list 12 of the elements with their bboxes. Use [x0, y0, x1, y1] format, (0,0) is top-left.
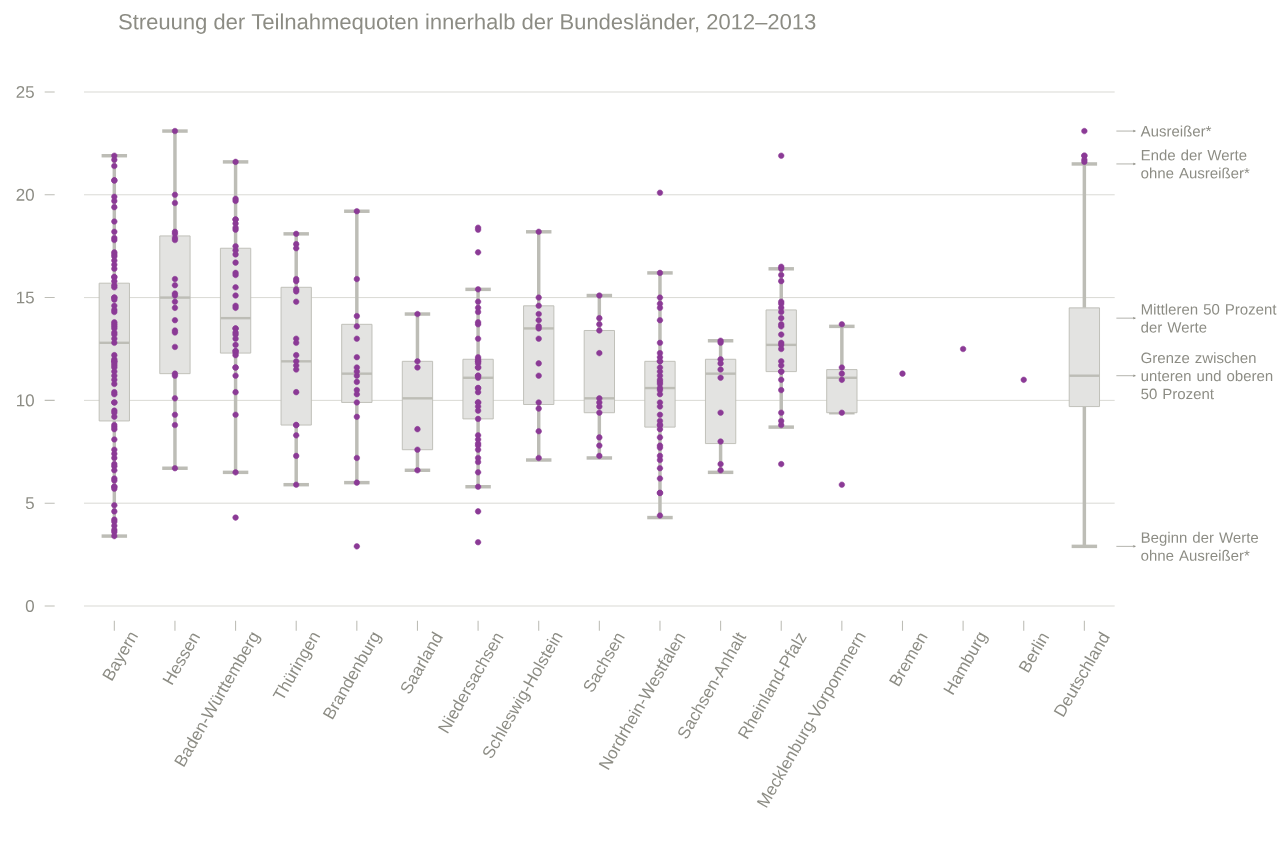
text: Ende der Werte ohne Ausreißer*	[1141, 149, 1250, 179]
chart-title: Streuung der Teilnahmequoten innerhalb der Bundesländer, 2012–2013	[119, 13, 816, 34]
text: Ausreißer*	[1140, 125, 1212, 137]
y-tick-label: 0	[25, 599, 34, 613]
y-tick-label: 15	[17, 291, 34, 304]
y-tick-label: 10	[17, 394, 34, 407]
y-tick-label: 20	[16, 188, 34, 201]
text: Mittleren 50 Prozent der Werte	[1141, 303, 1277, 333]
text: Grenze zwischen unteren und oberen 50 Prozent	[1141, 352, 1273, 400]
y-tick-label: 5	[25, 497, 34, 510]
y-tick-label: 25	[16, 85, 34, 99]
text: Beginn der Werte ohne Ausreißer*	[1141, 531, 1259, 561]
